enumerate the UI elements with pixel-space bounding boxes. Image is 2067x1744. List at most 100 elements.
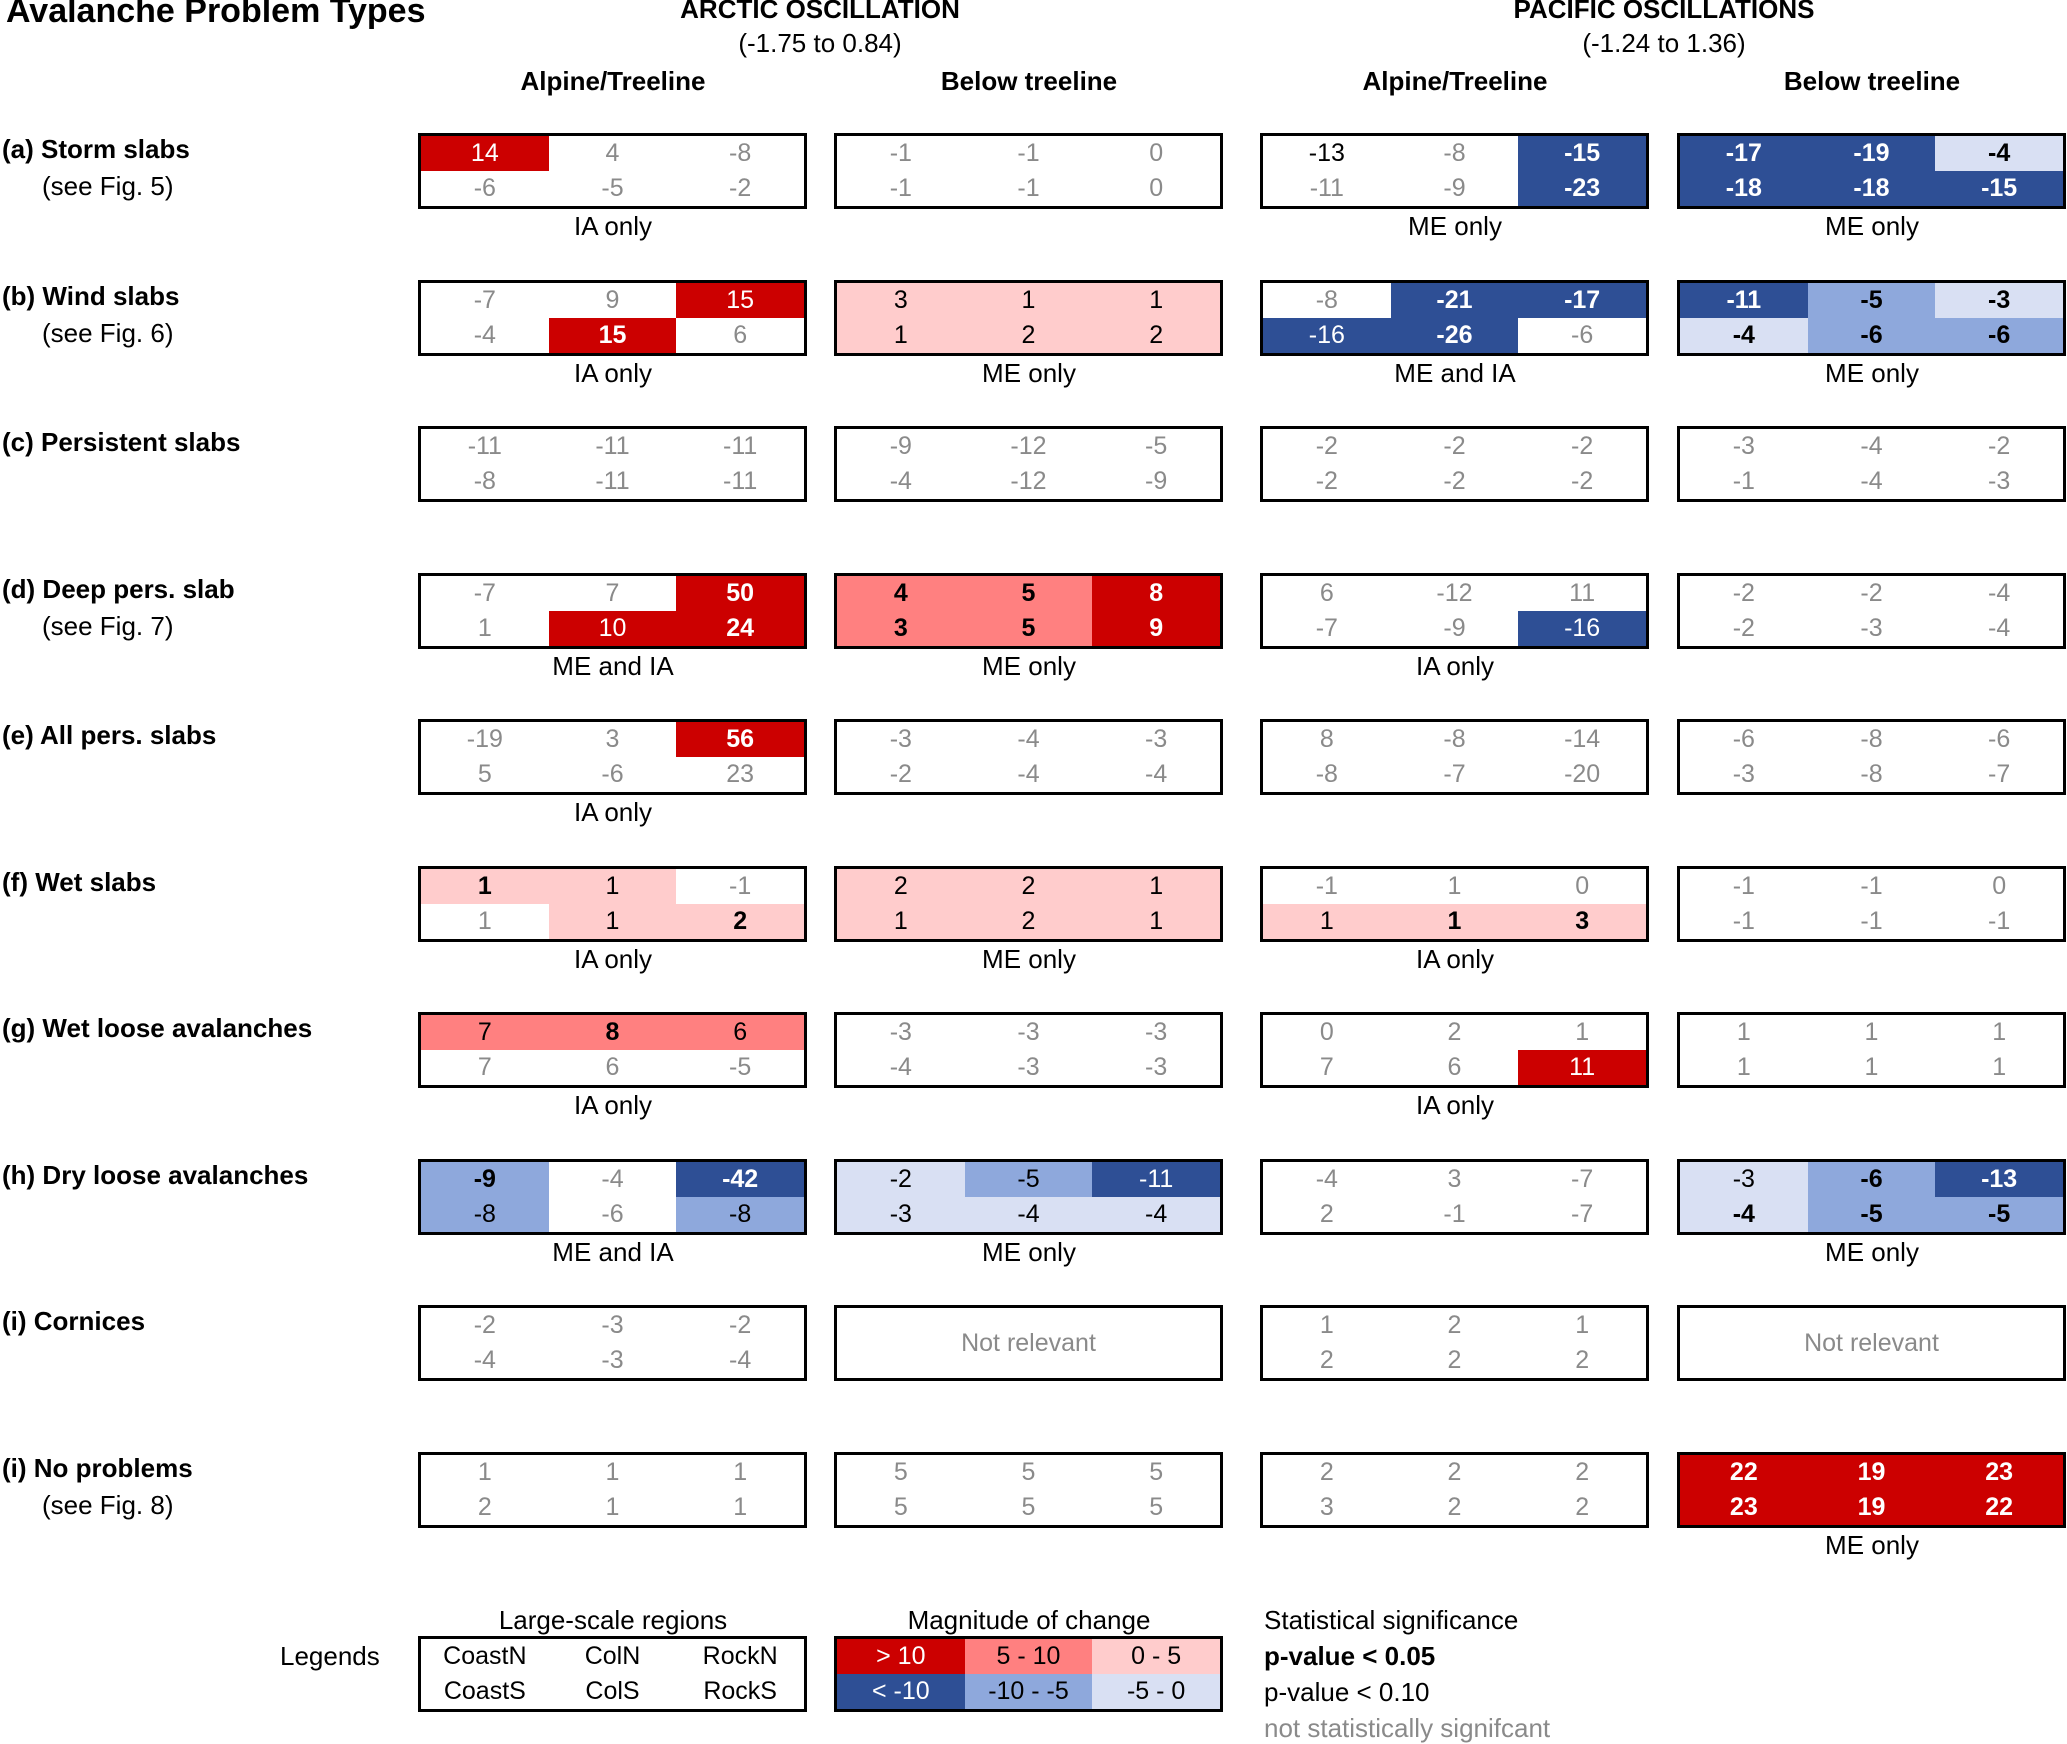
- value-cell: 1: [477, 907, 492, 935]
- problem-type-label: (i) No problems: [2, 1453, 193, 1483]
- value-cell: 0: [1149, 139, 1164, 167]
- value-cell: -3: [1145, 1018, 1168, 1046]
- figure-reference: (see Fig. 6): [42, 318, 174, 348]
- model-note: IA only: [1415, 944, 1495, 974]
- value-cell: 2: [1447, 1346, 1462, 1374]
- value-cell: -8: [1860, 760, 1883, 788]
- value-cell: -7: [1988, 760, 2011, 788]
- region-label: CoastN: [443, 1642, 527, 1670]
- value-cell: -6: [1807, 318, 1936, 353]
- value-cell: -6: [601, 1200, 624, 1228]
- value-cell: -26: [1390, 318, 1519, 353]
- value-cell: -2: [1732, 579, 1755, 607]
- value-cell: -2: [837, 1162, 965, 1197]
- value-cell: -3: [1732, 760, 1755, 788]
- value-cell: 1: [1736, 1053, 1751, 1081]
- value-cell: 23: [726, 760, 755, 788]
- region-label: ColN: [584, 1642, 641, 1670]
- value-cell: -4: [1988, 614, 2011, 642]
- problem-type-label: (b) Wind slabs: [2, 281, 180, 311]
- value-cell: -11: [723, 432, 758, 460]
- value-cell: 1: [1575, 1311, 1590, 1339]
- value-cell: -1: [1017, 139, 1040, 167]
- region-box: -7 9 15 -4 15 6: [418, 280, 807, 356]
- problem-type-label: (g) Wet loose avalanches: [2, 1013, 313, 1043]
- value-cell: 5: [477, 760, 492, 788]
- value-cell: -11: [1680, 283, 1808, 318]
- value-cell: -8: [421, 1197, 549, 1232]
- value-cell: 9: [605, 286, 620, 314]
- value-cell: -18: [1680, 171, 1808, 206]
- model-note: ME only: [1408, 211, 1502, 241]
- model-note: ME and IA: [552, 1237, 674, 1267]
- region-box: -11 -11 -11 -8 -11 -11: [418, 426, 807, 502]
- region-box: 8 -8 -14 -8 -7 -20: [1260, 719, 1649, 795]
- significance-title: Statistical significance: [1264, 1605, 1519, 1635]
- value-cell: 3: [837, 283, 965, 318]
- model-note: IA only: [573, 358, 653, 388]
- value-cell: 1: [733, 1493, 748, 1521]
- column-header-ao-below: Below treeline: [940, 66, 1118, 96]
- value-cell: -4: [473, 1346, 496, 1374]
- value-cell: 7: [477, 1053, 492, 1081]
- problem-type-label: (c) Persistent slabs: [2, 427, 241, 457]
- column-header-po-below: Below treeline: [1783, 66, 1961, 96]
- value-cell: 1: [1864, 1018, 1879, 1046]
- region-box: Not relevant: [1677, 1305, 2066, 1381]
- value-cell: -5: [1807, 283, 1936, 318]
- value-cell: 15: [676, 283, 804, 318]
- arctic-oscillation-header: ARCTIC OSCILLATION (-1.75 to 0.84): [510, 0, 1130, 60]
- value-cell: -1: [1732, 467, 1755, 495]
- value-cell: 50: [676, 576, 804, 611]
- row-label: (c) Persistent slabs: [2, 424, 240, 461]
- value-cell: 8: [1092, 576, 1220, 611]
- value-cell: -7: [1443, 760, 1466, 788]
- value-cell: 1: [421, 869, 549, 904]
- value-cell: 56: [676, 722, 804, 757]
- value-cell: -4: [964, 1197, 1093, 1232]
- value-cell: 1: [1575, 1018, 1590, 1046]
- value-cell: -4: [1017, 760, 1040, 788]
- value-cell: -12: [1010, 467, 1047, 495]
- value-cell: -2: [473, 1311, 496, 1339]
- value-cell: 8: [1319, 725, 1334, 753]
- value-cell: -4: [601, 1165, 624, 1193]
- value-cell: -8: [1315, 760, 1338, 788]
- value-cell: -1: [1017, 174, 1040, 202]
- model-note: IA only: [573, 1090, 653, 1120]
- value-cell: 3: [1447, 1165, 1462, 1193]
- region-box: -19 3 56 5 -6 23: [418, 719, 807, 795]
- problem-type-label: (d) Deep pers. slab: [2, 574, 235, 604]
- model-note: ME only: [1825, 211, 1919, 241]
- region-box: Not relevant: [834, 1305, 1223, 1381]
- value-cell: 22: [1935, 1490, 2063, 1525]
- value-cell: -3: [837, 1197, 965, 1232]
- row-label: (i) No problems (see Fig. 8): [2, 1450, 193, 1524]
- value-cell: -3: [1017, 1018, 1040, 1046]
- value-cell: -3: [1860, 614, 1883, 642]
- value-cell: -23: [1518, 171, 1646, 206]
- value-cell: -3: [1935, 283, 2063, 318]
- value-cell: 7: [421, 1015, 549, 1050]
- value-cell: 4: [837, 576, 965, 611]
- value-cell: -17: [1518, 283, 1646, 318]
- figure-reference: (see Fig. 5): [42, 171, 174, 201]
- row-label: (d) Deep pers. slab (see Fig. 7): [2, 571, 235, 645]
- value-cell: 1: [837, 318, 965, 353]
- figure-reference: (see Fig. 7): [42, 611, 174, 641]
- value-cell: -5: [729, 1053, 752, 1081]
- value-cell: -4: [1092, 1197, 1220, 1232]
- value-cell: -2: [729, 1311, 752, 1339]
- value-cell: 1: [605, 1493, 620, 1521]
- value-cell: -1: [1315, 872, 1338, 900]
- not-relevant-text: Not relevant: [961, 1328, 1096, 1357]
- value-cell: 7: [605, 579, 620, 607]
- value-cell: -1: [1988, 907, 2011, 935]
- significance-p10: p-value < 0.10: [1264, 1677, 1430, 1707]
- oscillation-name: ARCTIC OSCILLATION: [680, 0, 960, 24]
- value-cell: -3: [1732, 432, 1755, 460]
- value-cell: -8: [473, 467, 496, 495]
- value-cell: 5: [1149, 1458, 1164, 1486]
- model-note: ME only: [982, 944, 1076, 974]
- value-cell: -15: [1518, 136, 1646, 171]
